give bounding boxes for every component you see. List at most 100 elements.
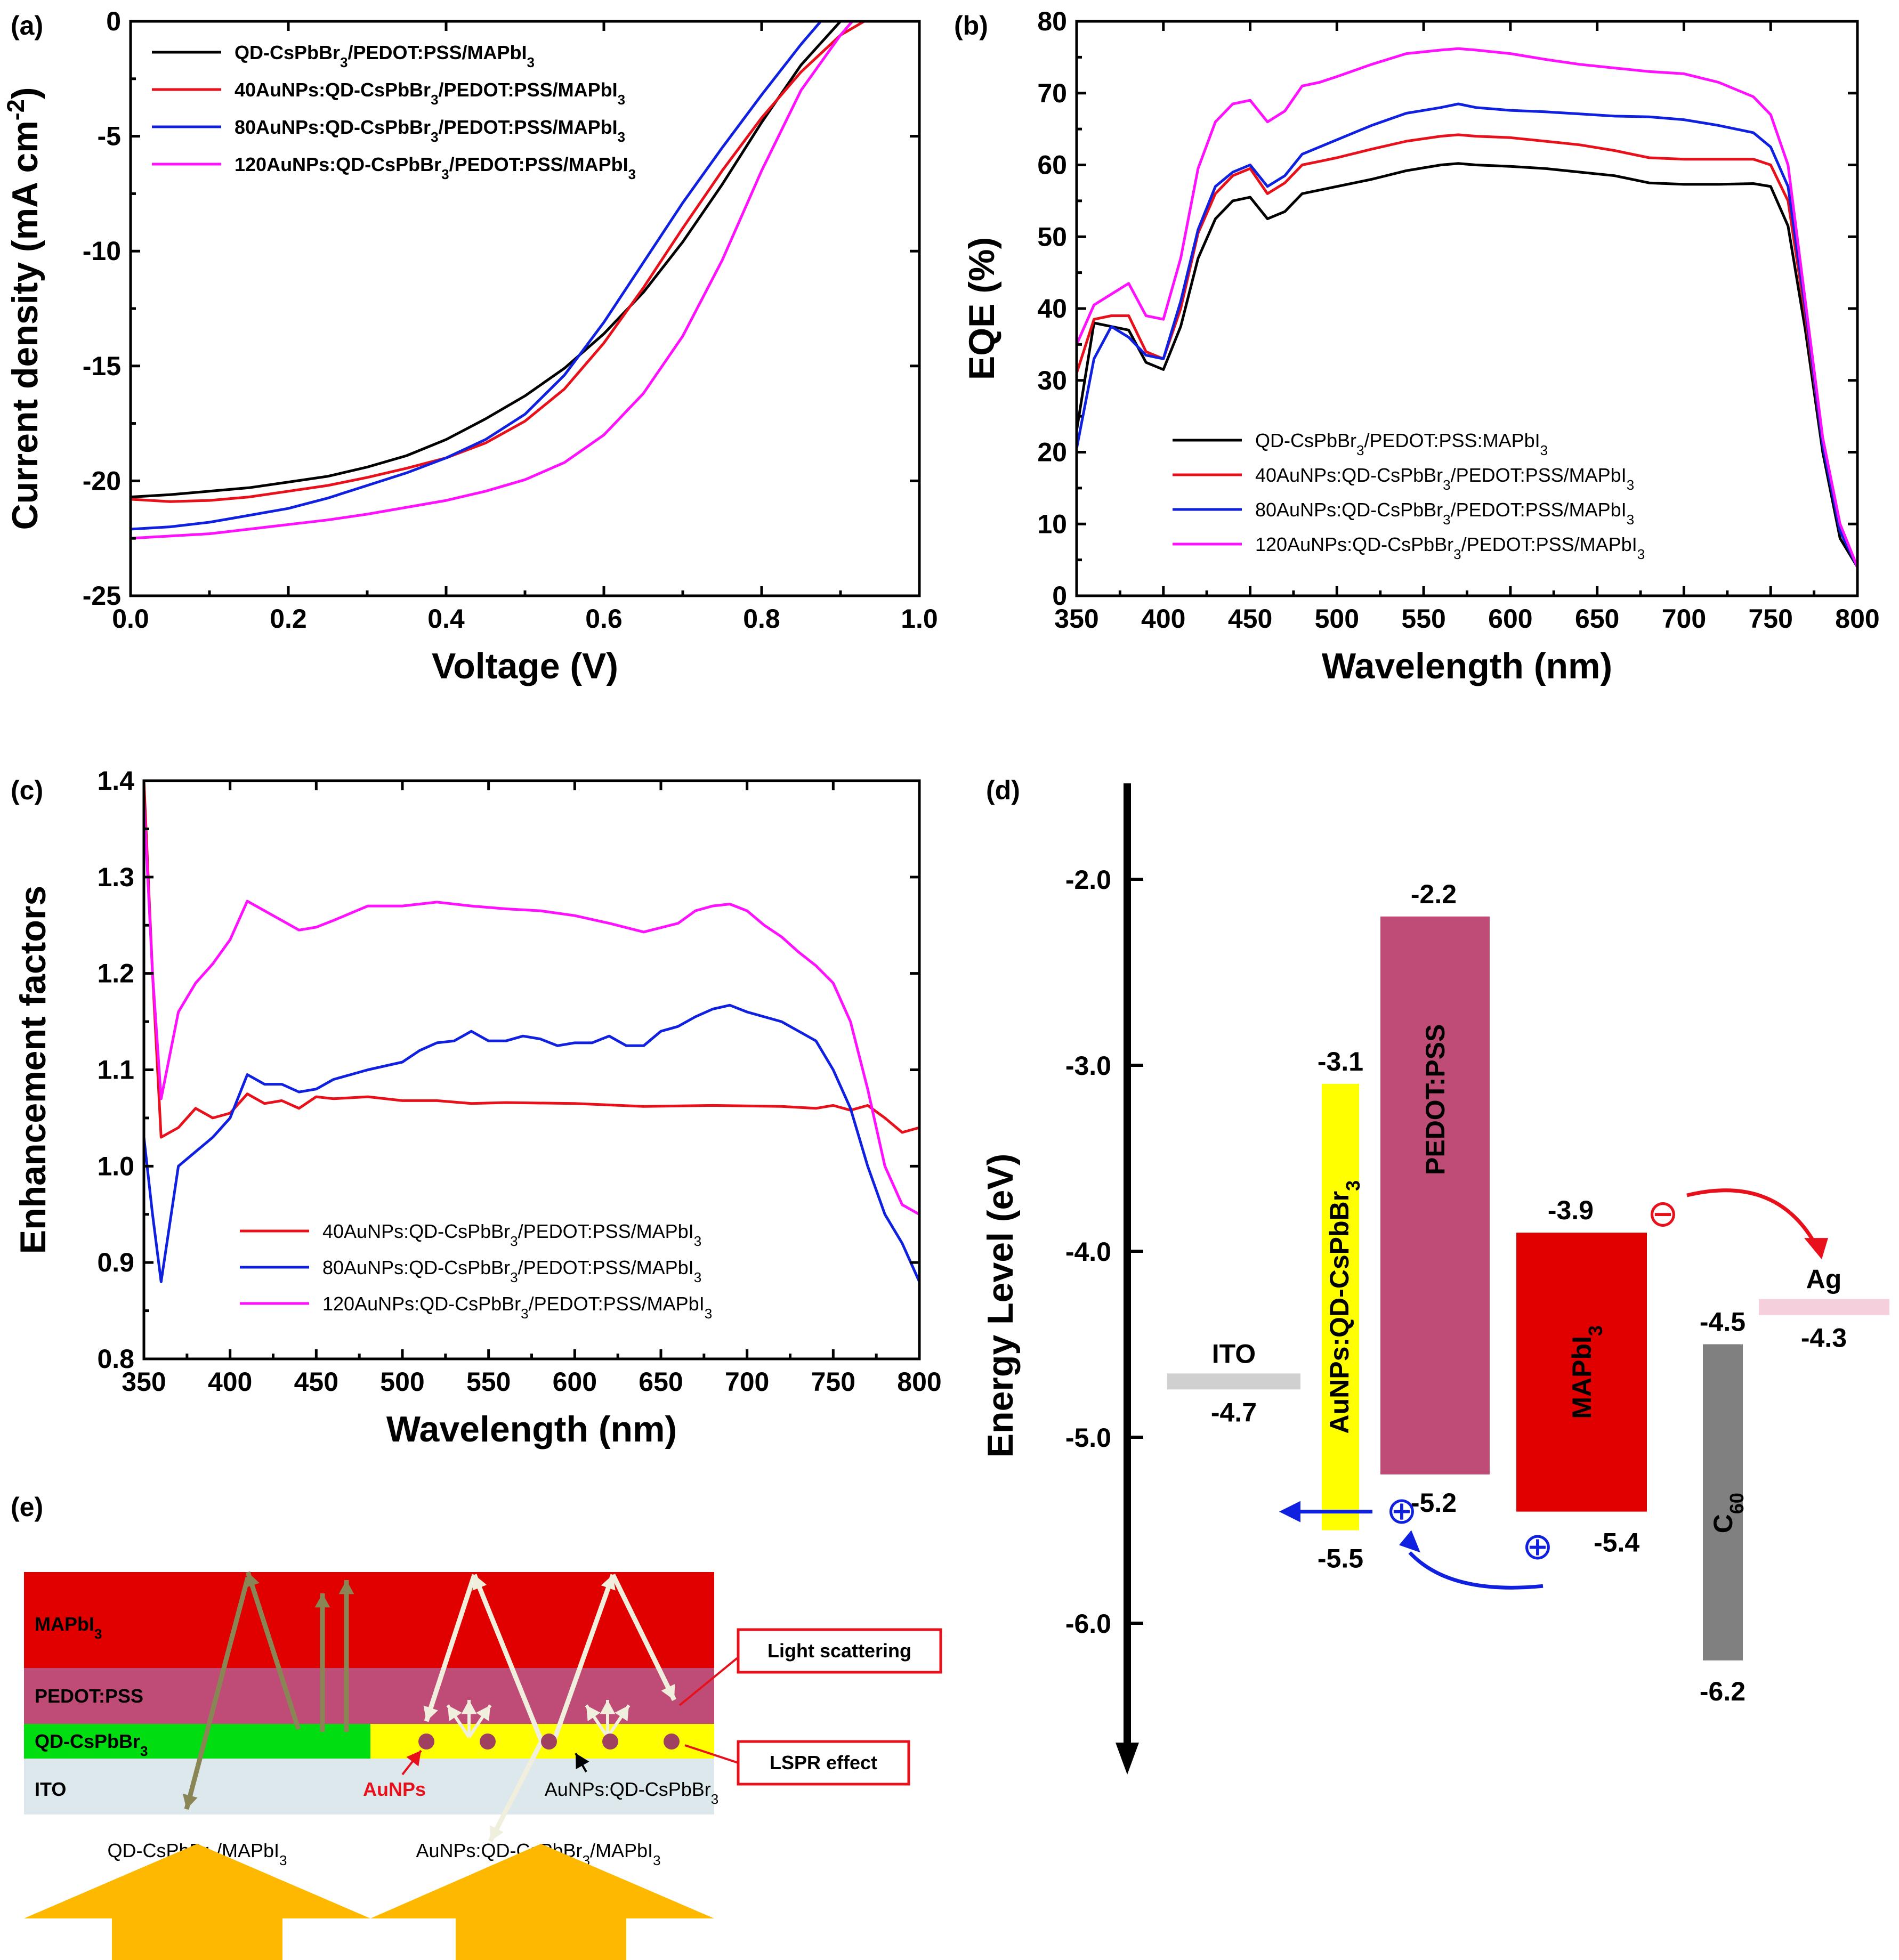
x-tick-label: 400 (1141, 604, 1185, 634)
y-tick-label: 70 (1037, 78, 1067, 108)
x-tick-label: 350 (1054, 604, 1098, 634)
light-arrow-right (370, 1844, 714, 1960)
callout-scatter-box (737, 1628, 942, 1674)
ray-left-3-head (314, 1593, 330, 1608)
scatter-a-1-head (586, 1705, 601, 1721)
device-schematic-e: MAPbI3 PEDOT:PSS QD-CsPbBr3 ITO AuNPs AuNPs:Q… (24, 1571, 942, 1960)
hole-symbol-2: ⊕ (1522, 1525, 1554, 1567)
y-tick-label: -15 (83, 351, 121, 381)
level-ag-label: Ag (1806, 1265, 1842, 1294)
x-tick-label: 450 (294, 1367, 338, 1397)
x-tick-label: 550 (1401, 604, 1445, 634)
ray-right-3 (552, 1574, 616, 1741)
energy-axis-arrowhead (1116, 1743, 1139, 1775)
x-tick-label: 0.0 (112, 604, 149, 634)
ray-right-2 (424, 1574, 477, 1722)
legend-label-3: 80AuNPs:QD-CsPbBr3/PEDOT:PSS/MAPbI3 (235, 116, 625, 145)
energy-tick-label: -4.0 (1065, 1237, 1111, 1267)
energy-tick-label: -2.0 (1065, 865, 1111, 895)
level-ito-value: -4.7 (1211, 1397, 1257, 1427)
callout-lspr-text: LSPR effect (770, 1752, 877, 1773)
electron-symbol: ⊖ (1647, 1193, 1679, 1234)
y-tick-label: 10 (1037, 509, 1067, 539)
x-tick-label: 550 (466, 1367, 511, 1397)
level-pedot-bar (1380, 916, 1490, 1475)
legend-label-1: QD-CsPbBr3/PEDOT:PSS/MAPbI3 (235, 42, 535, 70)
chart-c: 350 400 450 500 550 600 650 700 750 800 0.8 0.9 1.0 1… (13, 766, 942, 1449)
x-tick-label: 400 (208, 1367, 252, 1397)
level-aunps-qd-bottom: -5.5 (1318, 1544, 1363, 1574)
callout-scatter-leader (678, 1656, 739, 1706)
level-mapbi3-top: -3.9 (1548, 1195, 1594, 1225)
ray-right-2-head (423, 1705, 438, 1721)
x-tick-label: 650 (1575, 604, 1619, 634)
y-axis-label: EQE (%) (961, 237, 1002, 380)
series-line-2 (1075, 133, 1859, 568)
layer-pedot-label: PEDOT:PSS (35, 1685, 143, 1707)
electron-transfer-arrow (1686, 1188, 1817, 1244)
layer-ito (24, 1759, 714, 1815)
scatter-b-0-head (461, 1700, 477, 1714)
level-ag-value: -4.3 (1801, 1323, 1847, 1353)
series-line-1 (1075, 162, 1859, 568)
y-tick-label: -25 (83, 581, 121, 611)
legend-label-4: 120AuNPs:QD-CsPbBr3/PEDOT:PSS/MAPbI3 (235, 153, 636, 182)
y-tick-label: -10 (83, 236, 121, 266)
y-tick-label: -20 (83, 466, 121, 496)
y-tick-label: 80 (1037, 6, 1067, 36)
ray-left-2 (184, 1576, 250, 1810)
y-tick-label: 1.1 (97, 1055, 134, 1085)
chart-a: 0.0 0.2 0.4 0.6 0.8 1.0 -25 -20 -15 -10 -5 0 Voltage… (2, 6, 938, 686)
layer-qd-label: QD-CsPbBr3 (35, 1730, 148, 1759)
legend-label-1: 40AuNPs:QD-CsPbBr3/PEDOT:PSS/MAPbI3 (322, 1220, 701, 1249)
x-tick-label: 500 (380, 1367, 424, 1397)
legend-label-2: 40AuNPs:QD-CsPbBr3/PEDOT:PSS/MAPbI3 (235, 79, 625, 108)
y-tick-label: 1.3 (97, 862, 134, 892)
y-tick-label: 0 (1052, 581, 1067, 611)
energy-tick-label: -3.0 (1065, 1051, 1111, 1081)
x-tick-label: 750 (811, 1367, 855, 1397)
scatter-c-0-head (476, 1705, 490, 1721)
y-tick-label: 1.0 (97, 1151, 134, 1181)
x-tick-label: 450 (1228, 604, 1272, 634)
chart-b: 350 400 450 500 550 600 650 700 750 800 0 10 20 30 40 5… (961, 6, 1880, 686)
x-tick-label: 800 (897, 1367, 941, 1397)
legend-label-4: 120AuNPs:QD-CsPbBr3/PEDOT:PSS/MAPbI3 (1255, 533, 1645, 562)
x-tick-label: 600 (553, 1367, 597, 1397)
hole-symbol-1: ⊕ (1386, 1490, 1418, 1532)
y-tick-label: 0.9 (97, 1248, 134, 1277)
x-tick-label: 350 (122, 1367, 166, 1397)
hole-arrowhead-left (1279, 1501, 1300, 1522)
ray-left-4-head (338, 1580, 354, 1594)
y-tick-label: 0 (106, 6, 121, 36)
level-ito (1167, 1373, 1300, 1390)
x-tick-label: 700 (725, 1367, 769, 1397)
series-line-1 (130, 20, 849, 499)
x-tick-label: 0.8 (743, 604, 780, 634)
aunp-particle-2 (480, 1734, 496, 1750)
ray-right-5 (488, 1736, 546, 1843)
y-tick-label: 40 (1037, 294, 1067, 323)
ray-right-3-head (601, 1575, 616, 1591)
level-ag (1759, 1299, 1889, 1315)
series-line-4 (1075, 47, 1859, 568)
level-c60-name: C60 (1708, 1493, 1748, 1533)
x-tick-label: 750 (1749, 604, 1793, 634)
series-line-3 (1075, 102, 1859, 568)
level-c60-bar (1703, 1344, 1743, 1661)
legend-label-3: 120AuNPs:QD-CsPbBr3/PEDOT:PSS/MAPbI3 (322, 1293, 712, 1322)
series-line-4 (130, 20, 854, 540)
aunp-particle-3 (541, 1734, 557, 1750)
level-c60-bottom: -6.2 (1700, 1676, 1746, 1706)
x-tick-label: 650 (639, 1367, 683, 1397)
y-tick-label: 30 (1037, 366, 1067, 395)
x-tick-label: 0.4 (427, 604, 465, 634)
aunp-particle-1 (418, 1734, 434, 1750)
ray-left-2-head (182, 1793, 198, 1809)
x-tick-label: 0.6 (585, 604, 623, 634)
legend-label-2: 40AuNPs:QD-CsPbBr3/PEDOT:PSS/MAPbI3 (1255, 464, 1634, 493)
layer-ito-label: ITO (35, 1778, 66, 1800)
aunp-particle-4 (602, 1734, 618, 1750)
level-c60-top: -4.5 (1700, 1307, 1746, 1337)
callout-lspr-leader (684, 1744, 739, 1764)
